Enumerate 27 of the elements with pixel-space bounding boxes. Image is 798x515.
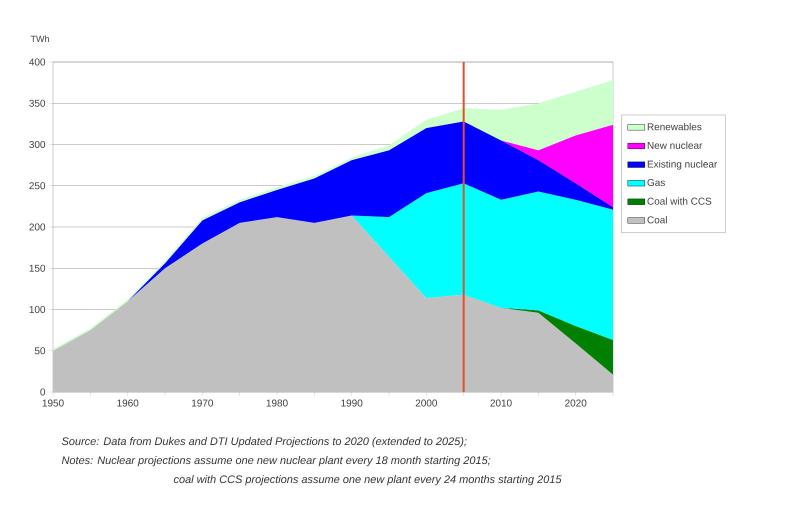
y-tick-label: 300 — [29, 140, 46, 148]
y-axis-title: TWh — [30, 35, 49, 42]
y-tick-label: 50 — [34, 347, 46, 354]
legend-label: Gas — [647, 179, 665, 186]
x-tick-label: 1970 — [192, 400, 214, 407]
x-tick-label: 1990 — [341, 400, 362, 407]
x-tick-label: 1960 — [117, 400, 138, 407]
legend-label: Existing nuclear — [648, 160, 718, 170]
y-tick-label: 400 — [29, 58, 46, 66]
legend-label: Coal with CCS — [647, 197, 712, 205]
source-note: Source: Data from Dukes and DTI Updated Projections to 2020 (extended to 2025); — [62, 437, 467, 448]
x-tick-label: 1950 — [42, 400, 64, 407]
y-tick-label: 250 — [29, 182, 46, 190]
text: coal with CCS projections assume one new plant every 24 months starting 2015 — [174, 475, 562, 486]
y-tick-label: 200 — [29, 223, 46, 231]
legend-label: Renewables — [648, 122, 702, 130]
x-tick-label: 2010 — [490, 400, 512, 407]
text: Notes: Nuclear projections assume one new nuclear plant every 18 month starting 2015; — [62, 456, 490, 466]
legend-label: Coal — [647, 216, 667, 224]
legend-label: New nuclear — [648, 142, 702, 149]
y-tick-label: 350 — [29, 100, 46, 107]
x-tick-label: 2000 — [416, 400, 438, 407]
y-tick-label: 100 — [30, 306, 46, 314]
x-tick-label: 1980 — [266, 400, 288, 407]
x-tick-label: 2020 — [565, 400, 586, 407]
y-tick-label: 150 — [30, 264, 46, 272]
y-tick-label: 0 — [40, 388, 46, 396]
